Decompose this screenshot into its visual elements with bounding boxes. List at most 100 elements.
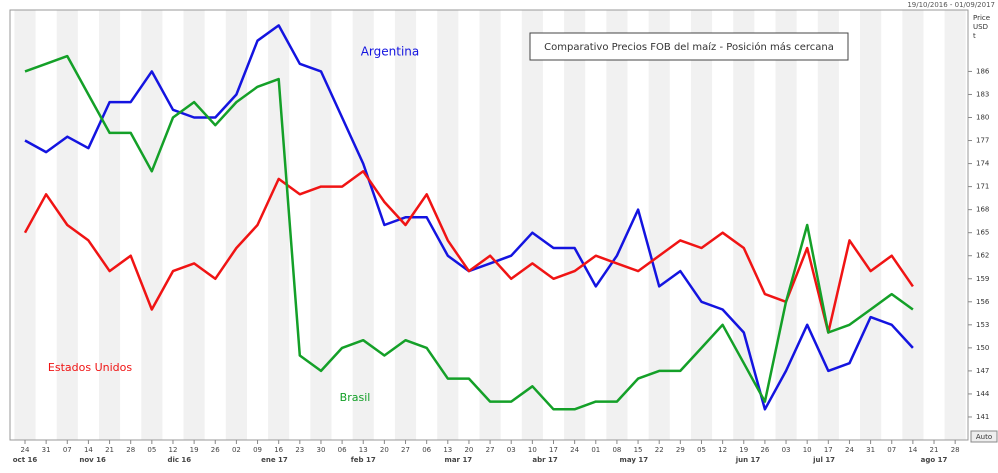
- chart-title: Comparativo Precios FOB del maíz - Posic…: [544, 41, 834, 53]
- x-tick-label: 02: [232, 446, 241, 454]
- stripe: [606, 10, 628, 440]
- x-tick-label: 19: [739, 446, 748, 454]
- stripe: [268, 10, 290, 440]
- x-tick-label: 05: [697, 446, 706, 454]
- month-label: ene 17: [261, 456, 288, 464]
- x-tick-label: 24: [845, 446, 854, 454]
- x-tick-label: 24: [21, 446, 30, 454]
- x-tick-label: 17: [549, 446, 558, 454]
- x-tick-label: 27: [486, 446, 495, 454]
- x-tick-label: 12: [169, 446, 178, 454]
- stripe: [564, 10, 586, 440]
- x-tick-label: 07: [63, 446, 72, 454]
- y-tick-label: 147: [976, 367, 989, 375]
- series-label: Estados Unidos: [48, 361, 132, 374]
- x-tick-label: 08: [612, 446, 621, 454]
- x-tick-label: 28: [951, 446, 960, 454]
- x-tick-label: 17: [824, 446, 833, 454]
- y-tick-label: 168: [976, 206, 989, 214]
- series-line: [24, 54, 914, 411]
- x-tick-label: 26: [211, 446, 220, 454]
- auto-label[interactable]: Auto: [976, 433, 992, 441]
- stripe: [14, 10, 36, 440]
- x-tick-label: 12: [718, 446, 727, 454]
- y-tick-label: 153: [976, 321, 989, 329]
- month-label: dic 16: [167, 456, 191, 464]
- y-tick-label: 159: [976, 275, 989, 283]
- x-tick-label: 03: [782, 446, 791, 454]
- series-label: Brasil: [340, 391, 371, 404]
- x-tick-label: 21: [105, 446, 114, 454]
- stripe: [479, 10, 501, 440]
- x-tick-label: 14: [908, 446, 917, 454]
- x-tick-label: 28: [126, 446, 135, 454]
- x-tick-label: 06: [422, 446, 431, 454]
- x-tick-label: 06: [338, 446, 347, 454]
- y-tick-label: 174: [976, 160, 990, 168]
- x-tick-label: 22: [655, 446, 664, 454]
- x-tick-label: 21: [930, 446, 939, 454]
- stripe: [690, 10, 713, 440]
- x-tick-label: 20: [464, 446, 473, 454]
- x-tick-label: 24: [570, 446, 579, 454]
- y-tick-label: 162: [976, 252, 989, 260]
- x-tick-label: 15: [634, 446, 643, 454]
- x-tick-label: 10: [528, 446, 537, 454]
- stripe: [944, 10, 966, 440]
- x-tick-label: 13: [359, 446, 368, 454]
- month-label: feb 17: [351, 456, 376, 464]
- y-tick-label: 183: [976, 90, 989, 98]
- stripe: [310, 10, 332, 440]
- x-tick-label: 07: [887, 446, 896, 454]
- stripes: [14, 10, 966, 440]
- auto-button[interactable]: [970, 430, 998, 443]
- stripe: [183, 10, 205, 440]
- month-label: ago 17: [921, 456, 948, 464]
- x-tick-label: 31: [866, 446, 875, 454]
- x-tick-label: 16: [274, 446, 283, 454]
- y-tick-label: 171: [976, 183, 989, 191]
- y-tick-label: 141: [976, 413, 989, 421]
- y-tick-label: 180: [976, 114, 989, 122]
- x-tick-label: 01: [591, 446, 600, 454]
- month-label: jun 17: [735, 456, 761, 464]
- x-tick-label: 26: [760, 446, 769, 454]
- stripe: [521, 10, 543, 440]
- stripe: [648, 10, 670, 440]
- month-label: nov 16: [79, 456, 106, 464]
- x-tick-label: 30: [316, 446, 325, 454]
- x-tick-label: 19: [190, 446, 199, 454]
- x-tick-label: 13: [443, 446, 452, 454]
- month-label: may 17: [620, 456, 649, 464]
- y-axis-label: USD: [973, 23, 988, 31]
- month-label: jul 17: [812, 456, 835, 464]
- stripe: [352, 10, 374, 440]
- stripe: [902, 10, 924, 440]
- month-label: mar 17: [445, 456, 473, 464]
- y-tick-label: 144: [976, 390, 990, 398]
- x-tick-label: 09: [253, 446, 262, 454]
- stripe: [733, 10, 755, 440]
- stripe: [225, 10, 247, 440]
- stripe: [98, 10, 121, 440]
- x-tick-label: 29: [676, 446, 685, 454]
- y-axis-label: Price: [973, 14, 990, 22]
- x-tick-label: 14: [84, 446, 93, 454]
- plot-frame: [9, 9, 969, 441]
- y-axis-label: t: [973, 32, 976, 40]
- stripe: [141, 10, 163, 440]
- stripe: [817, 10, 839, 440]
- x-tick-label: 31: [42, 446, 51, 454]
- y-tick-label: 156: [976, 298, 990, 306]
- month-label: oct 16: [13, 456, 38, 464]
- series-line: [23, 170, 914, 334]
- x-tick-label: 05: [147, 446, 156, 454]
- y-tick-label: 186: [976, 67, 990, 75]
- title-box: [529, 32, 849, 61]
- x-tick-label: 20: [380, 446, 389, 454]
- y-tick-label: 150: [976, 344, 989, 352]
- stripe: [437, 10, 459, 440]
- stripe: [775, 10, 797, 440]
- x-tick-label: 23: [295, 446, 304, 454]
